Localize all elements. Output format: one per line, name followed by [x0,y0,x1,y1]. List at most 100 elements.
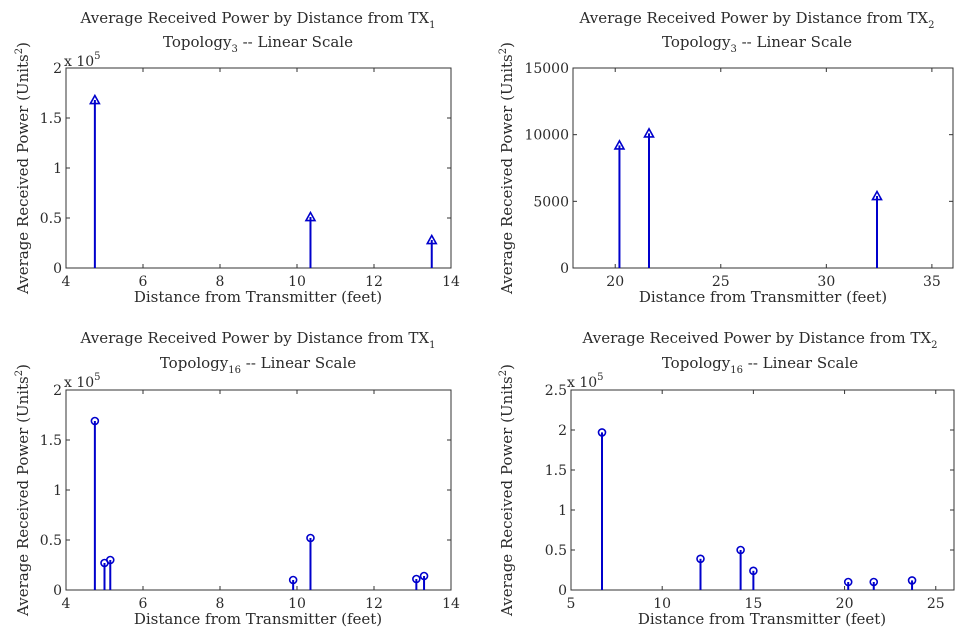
x-tick-label: 10 [288,274,306,290]
y-ticks-1: 0 0.5 1 1.5 2 [40,61,451,277]
y-tick-label: 2 [558,423,567,439]
subplot-1: Average Received Power by Distance from … [14,9,460,306]
y-tick-label: 0 [53,583,62,599]
title-3: Average Received Power by Distance from … [80,329,436,351]
y-tick-label: 15000 [524,61,569,77]
subtitle-4: Topology16 -- Linear Scale [662,354,858,376]
subtitle-2: Topology3 -- Linear Scale [662,33,852,55]
x-tick-label: 30 [817,274,835,290]
y-ticks-4: 0 0.5 1 1.5 2 2.5 [545,383,954,599]
x-ticks-4: 5 10 15 20 25 [567,390,945,612]
stems-2 [613,127,883,268]
subplot-4: Average Received Power by Distance from … [498,329,955,628]
y-tick-label: 2 [53,61,62,77]
subplot-2: Average Received Power by Distance from … [498,9,954,306]
stems-1 [89,93,438,268]
stem-marker-triangle [425,233,438,245]
y-tick-label: 1.5 [40,433,62,449]
x-tick-label: 4 [62,596,71,612]
x-axis-label-4: Distance from Transmitter (feet) [638,610,886,628]
x-ticks-3: 4 6 8 10 12 14 [62,390,460,612]
x-tick-label: 8 [216,596,225,612]
x-ticks-1: 4 6 8 10 12 14 [62,68,460,290]
stem-marker-circle [306,533,315,543]
x-ticks-2: 20 25 30 35 [606,68,941,290]
stem-marker-triangle [871,189,883,201]
x-tick-label: 10 [288,596,306,612]
x-tick-label: 10 [653,596,671,612]
stem-marker-triangle [643,127,655,138]
stem-marker-triangle [89,93,101,105]
stem-marker-circle [597,428,607,437]
stem-marker-circle [419,571,429,581]
y-tick-label: 0 [558,583,567,599]
title-2: Average Received Power by Distance from … [579,9,935,31]
x-tick-label: 14 [442,274,460,290]
x-tick-label: 6 [139,274,148,290]
x-tick-label: 20 [836,596,854,612]
x-tick-label: 20 [606,274,624,290]
y-tick-label: 0.5 [40,533,62,549]
x-tick-label: 35 [923,274,941,290]
y-axis-label-3: Average Received Power (Units2) [14,364,32,617]
x-axis-label-2: Distance from Transmitter (feet) [639,288,887,306]
x-tick-label: 5 [567,596,576,612]
axes-box-3 [65,389,452,591]
x-tick-label: 4 [62,274,71,290]
stem-marker-circle [843,577,853,587]
x-tick-label: 15 [744,596,762,612]
x-axis-label-3: Distance from Transmitter (feet) [134,610,382,628]
stem-marker-circle [105,555,115,565]
axes-box-4 [570,389,955,591]
x-tick-label: 8 [216,274,225,290]
x-tick-label: 14 [442,596,460,612]
x-axis-label-1: Distance from Transmitter (feet) [134,288,382,306]
y-tick-label: 2 [53,383,62,399]
y-tick-label: 1 [53,161,62,177]
y-tick-label: 10000 [524,128,569,144]
stem-marker-circle [288,575,298,585]
exponent-label-4: x 105 [567,372,604,391]
title-1: Average Received Power by Distance from … [80,9,436,31]
y-ticks-3: 0 0.5 1 1.5 2 [40,383,451,599]
x-tick-label: 12 [365,596,383,612]
stems-4 [597,428,917,590]
title-4: Average Received Power by Distance from … [582,329,938,351]
y-tick-label: 2.5 [545,383,567,399]
y-tick-label: 0.5 [545,543,567,559]
stems-3 [90,416,429,590]
axes-box-1 [65,67,452,269]
stem-marker-circle [749,566,758,576]
stem-marker-triangle [304,210,317,222]
subplot-3: Average Received Power by Distance from … [14,329,460,628]
x-tick-label: 12 [365,274,383,290]
subtitle-1: Topology3 -- Linear Scale [163,33,353,55]
x-tick-label: 25 [927,596,945,612]
y-axis-label-4: Average Received Power (Units2) [498,364,516,617]
axes-box-2 [572,67,954,269]
stem-marker-circle [869,577,879,587]
y-tick-label: 0 [53,261,62,277]
y-tick-label: 1.5 [545,463,567,479]
y-axis-label-2: Average Received Power (Units2) [498,42,516,295]
stem-marker-circle [736,545,745,555]
y-tick-label: 5000 [533,194,569,210]
y-ticks-2: 0 5000 10000 15000 [524,61,953,277]
stem-marker-circle [907,576,917,585]
y-tick-label: 0 [560,261,569,277]
stem-marker-circle [696,554,705,564]
stem-marker-triangle [613,139,626,150]
y-tick-label: 1 [558,503,567,519]
y-tick-label: 0.5 [40,211,62,227]
subtitle-3: Topology16 -- Linear Scale [160,354,356,376]
x-tick-label: 25 [712,274,730,290]
stem-marker-circle [412,574,421,584]
y-tick-label: 1 [53,483,62,499]
y-tick-label: 1.5 [40,111,62,127]
y-axis-label-1: Average Received Power (Units2) [14,42,32,295]
exponent-label-3: x 105 [64,372,101,391]
exponent-label-1: x 105 [64,51,101,70]
x-tick-label: 6 [139,596,148,612]
stem-marker-circle [90,416,100,426]
